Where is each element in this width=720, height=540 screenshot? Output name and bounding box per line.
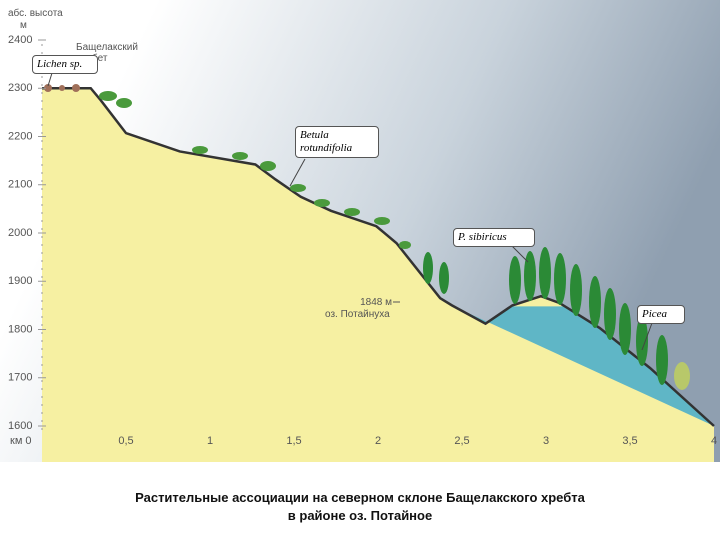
vegetation (44, 84, 690, 390)
y-axis-label: абс. высота (8, 8, 63, 19)
y-tick-label: 2000 (8, 227, 32, 239)
lake-elevation-label: 1848 м (360, 297, 392, 308)
lake-name-label: оз. Потайнуха (325, 309, 390, 320)
callout: P. sibiricus (453, 228, 535, 247)
y-tick-label: 1900 (8, 275, 32, 287)
x-tick-label: 3,5 (622, 435, 637, 447)
y-tick-label: 1600 (8, 420, 32, 432)
x-tick-label: км 0 (10, 435, 32, 447)
x-tick-label: 2 (375, 435, 381, 447)
y-tick-label: 2300 (8, 82, 32, 94)
x-tick-label: 4 (711, 435, 717, 447)
lake (453, 306, 714, 426)
y-axis-unit: м (20, 20, 27, 31)
callout: Betula rotundifolia (295, 126, 379, 158)
ground-area (42, 88, 714, 462)
callout-pointers (47, 72, 653, 351)
profile-line (42, 87, 715, 427)
y-tick-label: 2100 (8, 179, 32, 191)
caption-line: в районе оз. Потайное (287, 508, 433, 523)
y-tick-label: 1800 (8, 323, 32, 335)
caption-line: Растительные ассоциации на северном скло… (135, 490, 585, 505)
x-tick-label: 0,5 (118, 435, 133, 447)
y-tick-label: 1700 (8, 372, 32, 384)
x-tick-label: 2,5 (454, 435, 469, 447)
y-tick-label: 2400 (8, 34, 32, 46)
x-tick-label: 1 (207, 435, 213, 447)
x-tick-label: 1,5 (286, 435, 301, 447)
y-tick-label: 2200 (8, 130, 32, 142)
callout: Lichen sp. (32, 55, 98, 74)
callout: Picea (637, 305, 685, 324)
x-tick-label: 3 (543, 435, 549, 447)
